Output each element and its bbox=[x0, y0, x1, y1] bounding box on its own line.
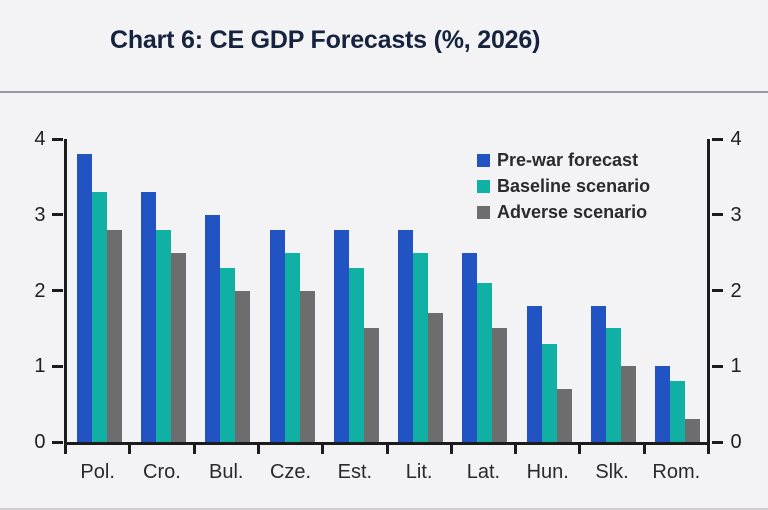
bar-pre-war-est bbox=[333, 229, 349, 442]
bar-adverse-cze bbox=[299, 290, 315, 442]
bar-baseline-cze bbox=[284, 252, 300, 442]
category-label-hun: Hun. bbox=[526, 461, 569, 483]
bar-adverse-est bbox=[363, 328, 379, 442]
y-tick-right-1 bbox=[711, 364, 723, 368]
x-tick-9 bbox=[642, 445, 646, 454]
bar-pre-war-bul bbox=[205, 214, 221, 442]
category-label-bul: Bul. bbox=[209, 461, 244, 483]
y-tick-label-right-1: 1 bbox=[730, 355, 742, 378]
y-tick-label-right-2: 2 bbox=[730, 279, 742, 302]
legend-swatch bbox=[477, 205, 490, 219]
legend: Pre-war forecast Baseline scenario Adverse… bbox=[477, 147, 650, 225]
x-tick-1 bbox=[128, 445, 132, 454]
x-tick-5 bbox=[385, 445, 389, 454]
legend-item-adverse-scenario: Adverse scenario bbox=[477, 199, 650, 225]
bar-pre-war-cze bbox=[269, 229, 285, 442]
bar-pre-war-lit bbox=[398, 229, 414, 442]
y-tick-label-left-2: 2 bbox=[34, 279, 46, 302]
legend-label: Pre-war forecast bbox=[497, 149, 639, 170]
category-label-pol: Pol. bbox=[80, 461, 115, 483]
y-tick-label-left-4: 4 bbox=[34, 128, 46, 150]
title-separator bbox=[0, 91, 768, 93]
y-tick-label-right-3: 3 bbox=[730, 203, 742, 226]
plot-area: 0 0 1 1 2 2 3 3 4 4 bbox=[34, 128, 742, 454]
bar-pre-war-pol bbox=[76, 154, 92, 442]
y-tick-left-0 bbox=[51, 440, 63, 444]
x-tick-10 bbox=[707, 445, 710, 454]
y-tick-label-left-1: 1 bbox=[34, 355, 46, 378]
bar-baseline-lat bbox=[477, 282, 493, 442]
legend-swatch bbox=[477, 153, 490, 167]
bar-adverse-rom bbox=[685, 419, 701, 442]
legend-label: Baseline scenario bbox=[497, 175, 651, 196]
bar-baseline-lit bbox=[413, 252, 429, 442]
bar-baseline-hun bbox=[541, 343, 557, 442]
category-label-cro: Cro. bbox=[143, 461, 181, 483]
bar-adverse-slk bbox=[621, 366, 637, 442]
bar-adverse-lat bbox=[492, 328, 508, 442]
y-tick-label-right-0: 0 bbox=[730, 431, 742, 453]
legend-item-pre-war-forecast: Pre-war forecast bbox=[477, 147, 650, 173]
bar-adverse-lit bbox=[428, 313, 444, 442]
y-tick-left-1 bbox=[51, 364, 63, 368]
x-tick-0 bbox=[64, 445, 67, 454]
y-tick-right-4 bbox=[711, 137, 723, 141]
chart-title: Chart 6: CE GDP Forecasts (%, 2026) bbox=[110, 26, 541, 54]
y-tick-left-4 bbox=[51, 137, 63, 141]
y-axis-right-line bbox=[707, 139, 710, 445]
bar-pre-war-rom bbox=[655, 366, 671, 442]
bar-adverse-cro bbox=[170, 252, 186, 442]
bar-pre-war-hun bbox=[526, 305, 542, 442]
x-tick-4 bbox=[321, 445, 325, 454]
bar-pre-war-slk bbox=[591, 305, 607, 442]
y-tick-label-left-3: 3 bbox=[34, 203, 46, 226]
x-tick-2 bbox=[192, 445, 196, 454]
y-axis-left-line bbox=[64, 139, 67, 445]
y-tick-right-2 bbox=[711, 289, 723, 292]
y-tick-label-right-4: 4 bbox=[730, 128, 742, 150]
bar-baseline-bul bbox=[220, 267, 236, 442]
category-label-lit: Lit. bbox=[405, 461, 433, 483]
y-tick-left-2 bbox=[51, 289, 63, 292]
bar-adverse-hun bbox=[556, 388, 572, 442]
category-label-lat: Lat. bbox=[466, 461, 501, 483]
x-tick-8 bbox=[578, 445, 582, 454]
category-label-cze: Cze. bbox=[269, 461, 312, 483]
category-label-slk: Slk. bbox=[595, 461, 629, 483]
bar-adverse-pol bbox=[106, 229, 122, 442]
y-tick-right-3 bbox=[711, 213, 723, 217]
x-axis-line bbox=[64, 442, 710, 445]
x-axis-category-labels: Pol. Cro. Bul. Cze. Est. Lit. Lat. Hun. Slk. Rom. bbox=[66, 461, 709, 484]
bar-adverse-bul bbox=[235, 290, 251, 442]
bar-baseline-est bbox=[348, 267, 364, 442]
category-label-est: Est. bbox=[337, 461, 373, 483]
bar-pre-war-lat bbox=[462, 252, 478, 442]
category-label-rom: Rom. bbox=[652, 461, 701, 483]
legend-item-baseline-scenario: Baseline scenario bbox=[477, 173, 650, 199]
y-tick-left-3 bbox=[51, 213, 63, 217]
bar-baseline-cro bbox=[155, 229, 171, 442]
bar-baseline-pol bbox=[91, 192, 107, 442]
x-tick-6 bbox=[449, 445, 453, 454]
y-tick-label-left-0: 0 bbox=[34, 431, 46, 453]
y-tick-right-0 bbox=[711, 440, 723, 444]
bar-baseline-slk bbox=[606, 328, 622, 442]
x-tick-3 bbox=[256, 445, 260, 454]
x-tick-7 bbox=[514, 445, 518, 454]
legend-swatch bbox=[477, 179, 490, 193]
legend-label: Adverse scenario bbox=[497, 201, 648, 222]
bar-baseline-rom bbox=[670, 381, 686, 442]
bar-pre-war-cro bbox=[140, 192, 156, 442]
